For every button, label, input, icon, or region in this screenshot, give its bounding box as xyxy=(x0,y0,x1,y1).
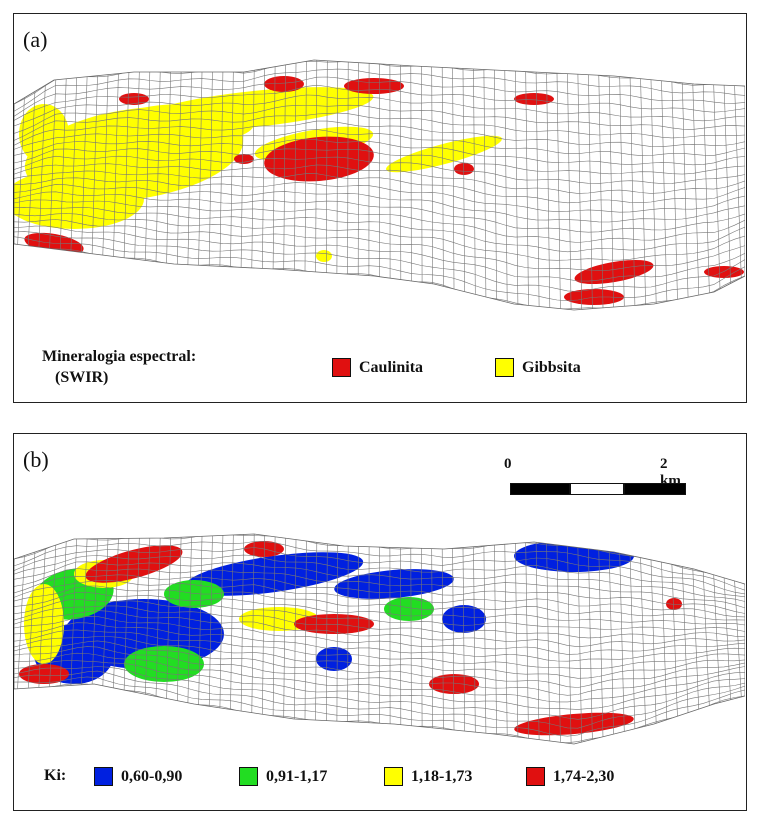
gibbsita-swatch xyxy=(495,358,514,377)
ki-4-swatch xyxy=(526,767,545,786)
terrain-b-patch xyxy=(316,647,352,671)
mineralogy-legend-title-text: Mineralogia espectral: xyxy=(42,348,197,365)
terrain-mesh-a xyxy=(14,59,745,311)
terrain-a-patch xyxy=(514,93,554,105)
panel-b-map: (b) 0 2 km Ki: 0,60-0,90 0,91-1,17 1,18-… xyxy=(13,433,747,811)
terrain-a-patch xyxy=(704,266,744,278)
panel-a-label: (a) xyxy=(23,27,48,52)
legend-item-ki-3: 1,18-1,73 xyxy=(384,767,472,786)
terrain-b-patch xyxy=(184,552,364,596)
ki-4-label: 1,74-2,30 xyxy=(553,767,615,785)
terrain-a-patch xyxy=(264,136,374,182)
legend-item-ki-1: 0,60-0,90 xyxy=(94,767,182,786)
terrain-a-surface xyxy=(14,60,745,310)
terrain-b-patch xyxy=(429,674,479,694)
terrain-b-patch xyxy=(334,569,454,599)
ki-1-label: 0,60-0,90 xyxy=(121,767,183,785)
terrain-a-patch xyxy=(574,259,654,285)
scale-segment-3 xyxy=(624,483,686,495)
caulinita-swatch xyxy=(332,358,351,377)
terrain-b-patch xyxy=(19,664,69,684)
terrain-b-patch xyxy=(294,614,374,634)
terrain-b-patch xyxy=(514,712,634,736)
scale-bar: 0 2 km xyxy=(504,456,686,498)
terrain-b-surface xyxy=(14,534,745,744)
ki-3-swatch xyxy=(384,767,403,786)
scale-segment-2 xyxy=(570,483,624,495)
ki-legend-title: Ki: xyxy=(44,767,67,784)
ki-3-label: 1,18-1,73 xyxy=(411,767,473,785)
terrain-b-patch xyxy=(164,580,224,608)
panel-a-map: (a) Mineralogia espectral: (SWIR) Caulin… xyxy=(13,13,747,403)
terrain-a-patch xyxy=(119,93,149,105)
scale-start-label: 0 xyxy=(504,456,512,472)
terrain-a-patch xyxy=(264,76,304,92)
caulinita-label: Caulinita xyxy=(359,358,424,376)
panel-b-label: (b) xyxy=(23,447,49,472)
terrain-b-patch xyxy=(514,540,634,572)
scale-segment-1 xyxy=(510,483,570,495)
legend-item-gibbsita: Gibbsita xyxy=(495,358,581,377)
legend-item-ki-4: 1,74-2,30 xyxy=(526,767,614,786)
mineralogy-legend-title: Mineralogia espectral: (SWIR) xyxy=(42,346,196,388)
terrain-a-patch xyxy=(14,169,144,229)
mineralogy-legend-subtitle: (SWIR) xyxy=(55,369,109,386)
terrain-a-patch xyxy=(316,250,332,262)
ki-2-swatch xyxy=(239,767,258,786)
gibbsita-label: Gibbsita xyxy=(522,358,581,376)
legend-item-caulinita: Caulinita xyxy=(332,358,423,377)
legend-item-ki-2: 0,91-1,17 xyxy=(239,767,327,786)
ki-1-swatch xyxy=(94,767,113,786)
terrain-a-patch xyxy=(564,289,624,305)
ki-2-label: 0,91-1,17 xyxy=(266,767,328,785)
terrain-mesh-b xyxy=(14,533,745,745)
